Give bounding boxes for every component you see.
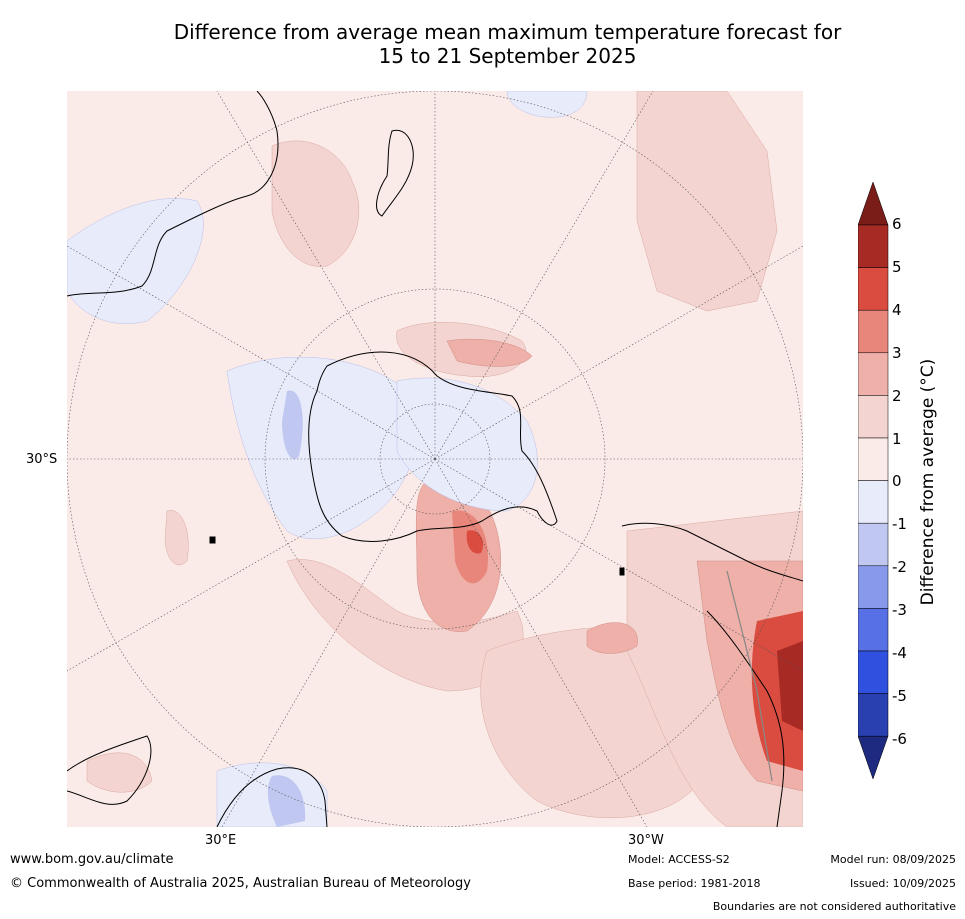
lat-label-30s: 30°S [26, 452, 58, 467]
colorbar-bin-m2-m1 [858, 522, 889, 567]
meridian-120e [67, 245, 436, 460]
anomaly-cool-1-2-regions [267, 390, 306, 827]
meridian-30e [221, 458, 436, 827]
colorbar-bin-0-1 [858, 437, 889, 481]
meridian-150e [216, 91, 436, 460]
anomaly-patch-africa-south [86, 752, 153, 793]
copyright-text: © Commonwealth of Australia 2025, Austra… [10, 876, 471, 891]
colorbar-tick-2: 2 [892, 387, 902, 405]
graticule [67, 91, 803, 827]
colorbar-tick-m6: -6 [892, 730, 907, 748]
website-link[interactable]: www.bom.gov.au/climate [10, 852, 174, 867]
colorbar-segments [858, 182, 889, 780]
colorbar-title: Difference from average (°C) [918, 358, 938, 606]
issued-text: Issued: 10/09/2025 [849, 877, 956, 890]
colorbar-tick-3: 3 [892, 344, 902, 362]
colorbar-tick-0: 0 [892, 472, 902, 490]
country-boundaries [726, 570, 773, 782]
anomaly-patch-nz-west [271, 140, 360, 267]
andes-boundary [726, 570, 773, 782]
anomaly-patch-central-4-5 [466, 530, 484, 554]
anomaly-patch-brazil-5-6 [777, 641, 803, 731]
map-panel [67, 91, 803, 827]
anomaly-patch-indian-island [164, 510, 189, 566]
map-title: Difference from average mean maximum tem… [60, 20, 955, 68]
kerguelen-island [209, 536, 216, 544]
colorbar-bin-2-3 [858, 352, 889, 396]
anomaly-patch-east-antarctica-cool [226, 356, 419, 540]
anomaly-patch-north-pacific [636, 91, 778, 312]
australia-coastline [67, 91, 279, 297]
lon-label-30e: 30°E [205, 833, 237, 848]
title-line-2: 15 to 21 September 2025 [378, 44, 637, 68]
colorbar-bin-m3-m2 [858, 565, 889, 609]
colorbar [858, 182, 889, 780]
anomaly-patch-polar-cool [396, 377, 538, 512]
lon-label-30w: 30°W [628, 833, 664, 848]
model-text: Model: ACCESS-S2 [628, 853, 730, 866]
colorbar-tick-1: 1 [892, 430, 902, 448]
colorbar-bin-4-5 [858, 267, 889, 311]
title-line-1: Difference from average mean maximum tem… [173, 20, 842, 44]
graticule-circle-60s [264, 288, 606, 630]
disclaimer-text: Boundaries are not considered authoritat… [712, 900, 956, 913]
colorbar-tick-m1: -1 [892, 515, 907, 533]
base-period-text: Base period: 1981-2018 [628, 877, 761, 890]
colorbar-tick-5: 5 [892, 258, 902, 276]
colorbar-tick-m4: -4 [892, 644, 907, 662]
colorbar-bin-m1-0 [858, 480, 889, 524]
colorbar-bin-1-2 [858, 395, 889, 439]
map-svg [67, 91, 803, 827]
colorbar-tick-m5: -5 [892, 687, 907, 705]
colorbar-tick-m3: -3 [892, 601, 907, 619]
anomaly-patch-weddell-warm [446, 338, 533, 367]
colorbar-tick-m2: -2 [892, 558, 907, 576]
colorbar-bin-m5-m4 [858, 650, 889, 694]
meridian-60e [67, 458, 436, 672]
model-run-text: Model run: 08/09/2025 [830, 853, 956, 866]
colorbar-extend-high [858, 182, 889, 226]
south-georgia-island [619, 567, 625, 576]
meridian-120w [434, 245, 803, 460]
antarctica-coastline [308, 351, 558, 542]
coastlines [67, 91, 803, 827]
africa-south-coastline [67, 735, 152, 805]
colorbar-tick-4: 4 [892, 301, 902, 319]
madagascar-region-coastline [216, 767, 328, 827]
new-zealand-coastline [376, 129, 414, 217]
colorbar-bin-m6-m5 [858, 693, 889, 737]
graticule-circle-80s [379, 403, 491, 515]
anomaly-patch-africa-cool-2 [267, 775, 306, 827]
colorbar-bin-3-4 [858, 309, 889, 354]
meridian-150w [434, 91, 654, 460]
south-america-south-coast [621, 522, 803, 582]
meridian-60w [434, 458, 803, 672]
anomaly-cool-regions [67, 91, 588, 827]
anomaly-patch-pacific-cool [506, 91, 588, 118]
south-america-east-coast [706, 610, 785, 827]
colorbar-bin-m4-m3 [858, 608, 889, 652]
colorbar-tick-6: 6 [892, 215, 902, 233]
anomaly-patch-antarctic-coast-cool [282, 390, 303, 460]
anomaly-3plus-regions [452, 510, 803, 771]
colorbar-bin-5-6 [858, 224, 889, 268]
meridian-30w [434, 458, 648, 827]
anomaly-patch-atlantic-small [586, 622, 638, 654]
colorbar-extend-low [858, 735, 889, 780]
anomaly-patch-indian-south [286, 559, 524, 692]
